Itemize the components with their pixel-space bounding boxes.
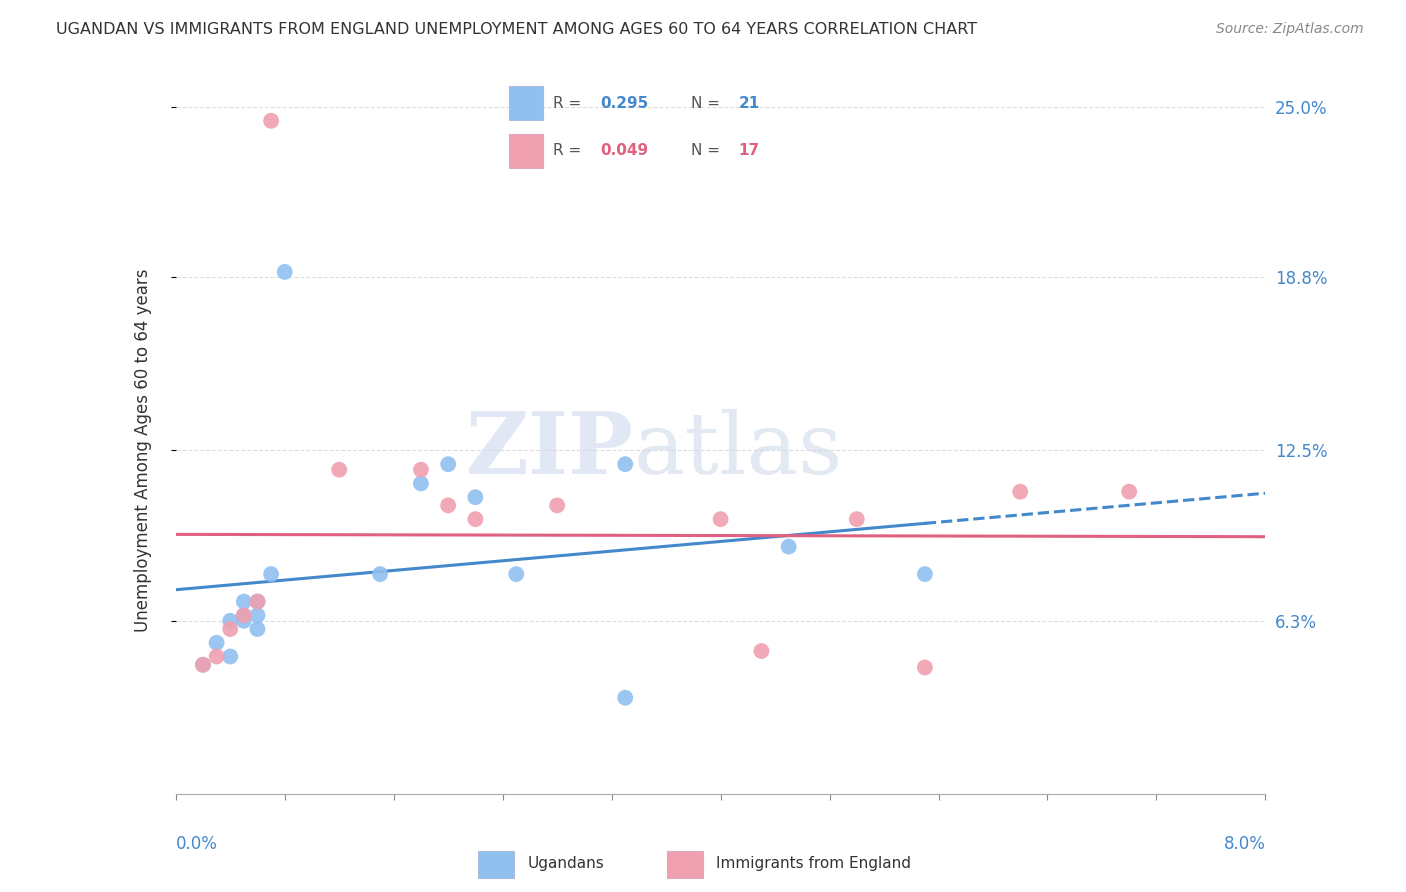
Point: [219, 649, 242, 664]
FancyBboxPatch shape: [509, 87, 543, 120]
Text: 21: 21: [738, 96, 761, 111]
Point: [1118, 484, 1140, 499]
Point: [246, 622, 269, 636]
Point: [232, 608, 254, 623]
Point: [614, 690, 637, 705]
Point: [328, 463, 350, 477]
Point: [464, 490, 486, 504]
FancyBboxPatch shape: [666, 851, 703, 878]
Point: [546, 499, 568, 513]
Text: Ugandans: Ugandans: [527, 855, 605, 871]
Text: N =: N =: [692, 144, 725, 158]
Point: [205, 636, 228, 650]
Point: [409, 476, 432, 491]
Point: [246, 608, 269, 623]
Point: [409, 463, 432, 477]
Point: [505, 567, 527, 582]
Point: [191, 657, 214, 672]
Point: [246, 594, 269, 608]
Point: [219, 614, 242, 628]
Point: [260, 567, 283, 582]
Text: R =: R =: [553, 144, 586, 158]
Point: [232, 614, 254, 628]
Point: [274, 265, 297, 279]
Text: Immigrants from England: Immigrants from England: [717, 855, 911, 871]
Point: [232, 594, 254, 608]
Point: [191, 657, 214, 672]
Text: 0.295: 0.295: [600, 96, 648, 111]
Text: 17: 17: [738, 144, 759, 158]
Point: [205, 649, 228, 664]
FancyBboxPatch shape: [509, 135, 543, 168]
Point: [914, 660, 936, 674]
Point: [710, 512, 733, 526]
Text: R =: R =: [553, 96, 586, 111]
Point: [260, 113, 283, 128]
Point: [1010, 484, 1032, 499]
Point: [614, 457, 637, 471]
Text: ZIP: ZIP: [465, 409, 633, 492]
Text: 0.049: 0.049: [600, 144, 648, 158]
Point: [751, 644, 773, 658]
FancyBboxPatch shape: [478, 851, 515, 878]
Text: atlas: atlas: [633, 409, 842, 492]
Text: 0.0%: 0.0%: [176, 835, 218, 853]
Point: [845, 512, 868, 526]
Text: N =: N =: [692, 96, 725, 111]
Text: Source: ZipAtlas.com: Source: ZipAtlas.com: [1216, 22, 1364, 37]
Point: [246, 594, 269, 608]
Point: [437, 457, 460, 471]
Point: [778, 540, 800, 554]
Point: [368, 567, 391, 582]
Point: [219, 622, 242, 636]
Point: [437, 499, 460, 513]
Point: [914, 567, 936, 582]
Point: [464, 512, 486, 526]
Text: UGANDAN VS IMMIGRANTS FROM ENGLAND UNEMPLOYMENT AMONG AGES 60 TO 64 YEARS CORREL: UGANDAN VS IMMIGRANTS FROM ENGLAND UNEMP…: [56, 22, 977, 37]
Y-axis label: Unemployment Among Ages 60 to 64 years: Unemployment Among Ages 60 to 64 years: [134, 268, 152, 632]
Text: 8.0%: 8.0%: [1223, 835, 1265, 853]
Point: [232, 608, 254, 623]
